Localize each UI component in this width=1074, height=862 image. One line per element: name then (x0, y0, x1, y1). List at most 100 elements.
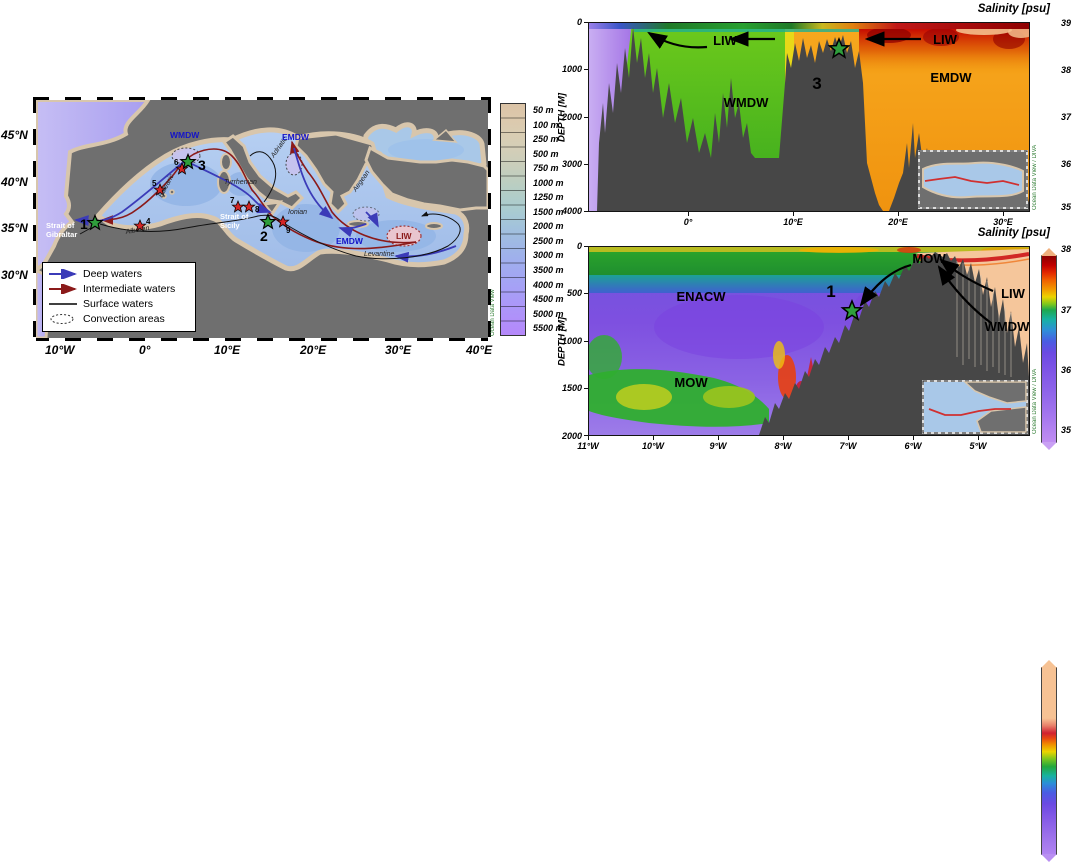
mow-top-label: MOW (912, 251, 946, 266)
liw-left-label: LIW (713, 33, 738, 48)
station-3-section-label: 3 (812, 74, 821, 93)
cyprus-shape (425, 222, 443, 230)
map-ytick-40n: 40°N (1, 175, 28, 189)
station-4-label: 4 (146, 217, 151, 226)
map-xtick-0: 0° (139, 343, 151, 357)
depth-label: 4500 m (533, 294, 564, 305)
map-xtick-10w: 10°W (45, 343, 75, 357)
levantine-label: Levantine (364, 251, 394, 258)
map-xtick-40e: 40°E (466, 343, 493, 357)
map-frame-top (33, 97, 491, 100)
emdw-ionian-label: EMDW (336, 236, 364, 246)
top-ytick-0: 0 (576, 17, 582, 27)
intermediate-water-arrows (100, 140, 417, 250)
bot-xtick-7w: 7°W (839, 441, 857, 451)
bottom-section-title: Salinity [psu] (977, 227, 1050, 239)
wmdw-map-label: WMDW (170, 130, 200, 140)
figure-canvas: { "map": { "x_ticks": ["10°W", "0°", "10… (1, 3, 1072, 862)
legend-row-convection-areas: Convection areas (47, 311, 191, 326)
map-ytick-30n: 30°N (1, 268, 28, 282)
station-number-labels: 1 2 3 4 5 6 7 8 9 (80, 157, 291, 244)
emdw-adriatic-label: EMDW (282, 132, 310, 142)
bot-xtick-8w: 8°W (774, 441, 792, 451)
depth-label: 50 m (533, 105, 554, 115)
map-frame-right (488, 97, 491, 341)
top-xtick-10e: 10°E (783, 217, 803, 227)
depth-label: 2000 m (533, 221, 564, 232)
station-8-label: 8 (255, 205, 260, 214)
bottom-section-odv-credit: Ocean Data View / DIVA (1032, 368, 1038, 434)
station-3-label: 3 (198, 157, 206, 173)
map-odv-credit: Ocean Data View (490, 289, 496, 336)
bot-cbtick-37: 37 (1061, 305, 1072, 315)
station-5-label: 5 (152, 179, 157, 188)
map-xtick-30e: 30°E (385, 343, 412, 357)
map-depth-scale-labels: 50 m 100 m 250 m 500 m 750 m 1000 m 1250… (533, 103, 564, 336)
bottom-section-sediment-streaks (956, 261, 1012, 377)
bot-cbtick-36: 36 (1061, 365, 1072, 375)
top-cbtick-39: 39 (1061, 18, 1072, 28)
wmdw-bottom-label: WMDW (985, 319, 1029, 334)
top-cbtick-36: 36 (1061, 159, 1072, 169)
strait-of-sicily-label-2: Sicily (220, 221, 240, 230)
liw-right-label: LIW (933, 32, 958, 47)
top-ytick-4000: 4000 (561, 206, 582, 216)
top-section-labels: LIW LIW WMDW EMDW 3 (713, 32, 972, 110)
top-section-plot: LIW LIW WMDW EMDW 3 (588, 22, 1034, 212)
top-ytick-1000: 1000 (561, 64, 582, 74)
bot-xtick-11w: 11°W (577, 441, 599, 451)
top-cbtick-35: 35 (1061, 202, 1072, 212)
legend-surface-waters-label: Surface waters (83, 297, 154, 310)
balearic-islands (169, 189, 175, 195)
bot-xtick-10w: 10°W (641, 441, 665, 451)
bot-xtick-6w: 6°W (904, 441, 922, 451)
top-ytick-3000: 3000 (561, 159, 582, 169)
map-depth-scale-bar (500, 103, 526, 336)
bottom-section-labels: ENACW MOW LIW WMDW MOW 1 (674, 251, 1030, 390)
wmdw-section-label: WMDW (724, 95, 769, 110)
mow-deep-label: MOW (674, 375, 708, 390)
bot-ytick-2000: 2000 (561, 431, 582, 441)
inset-section-track (928, 408, 1011, 416)
ionian-label: Ionian (288, 209, 307, 216)
bot-ytick-0: 0 (576, 241, 582, 251)
bot-xtick-9w: 9°W (709, 441, 727, 451)
station-7-label: 7 (230, 196, 235, 205)
station-6-label: 6 (174, 158, 179, 167)
depth-label: 5500 m (533, 323, 564, 334)
map-xtick-20e: 20°E (300, 343, 327, 357)
map-xtick-10e: 10°E (214, 343, 241, 357)
strait-of-gibraltar-label-1: Strait of (46, 221, 75, 230)
surface-waters-line-icon (49, 302, 77, 305)
deep-water-arrows (74, 147, 457, 263)
legend-convection-areas-label: Convection areas (83, 312, 165, 325)
legend-deep-waters-label: Deep waters (83, 267, 142, 280)
bottom-section-colorbar (1041, 660, 1057, 862)
depth-label: 100 m (533, 119, 559, 130)
top-section-inset-map (918, 150, 1028, 209)
top-cbtick-37: 37 (1061, 112, 1072, 122)
bot-cbtick-35: 35 (1061, 425, 1072, 435)
bottom-section-inset-map (922, 380, 1028, 434)
depth-label: 4000 m (533, 279, 564, 290)
top-cbtick-38: 38 (1061, 65, 1072, 75)
water-mass-labels: WMDW EMDW EMDW LIW (170, 130, 413, 246)
alboran-label: Alboran (124, 225, 150, 236)
deep-waters-arrow-icon (49, 268, 77, 279)
top-xtick-0: 0° (683, 217, 693, 227)
bot-ytick-1000: 1000 (561, 336, 582, 346)
enacw-label: ENACW (676, 289, 726, 304)
station-2-label: 2 (260, 228, 268, 244)
map-frame-left (33, 97, 36, 341)
strait-of-gibraltar-label-2: Gibraltar (46, 230, 77, 239)
bot-ytick-1500: 1500 (561, 383, 582, 393)
liw-map-label: LIW (396, 231, 413, 241)
depth-label: 5000 m (533, 308, 564, 319)
top-section-title: Salinity [psu] (977, 3, 1050, 15)
station-9-label: 9 (286, 226, 291, 235)
bot-ytick-500: 500 (566, 288, 582, 298)
liw-bottom-label: LIW (1001, 286, 1026, 301)
legend-row-intermediate-waters: Intermediate waters (47, 281, 191, 296)
depth-label: 750 m (533, 163, 559, 174)
strait-of-sicily-label-1: Strait of (220, 212, 249, 221)
